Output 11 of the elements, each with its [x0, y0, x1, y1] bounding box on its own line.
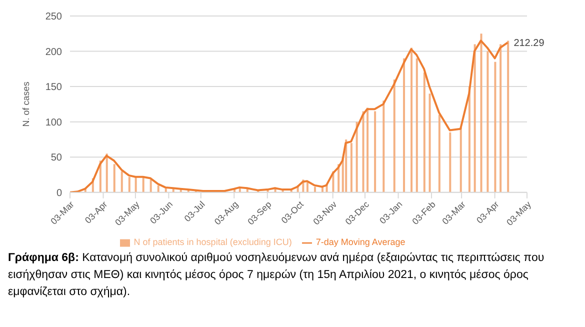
y-tick-label: 250 [45, 12, 62, 23]
y-tick-label: 150 [45, 82, 62, 94]
annotation: 212.29 [514, 38, 545, 50]
text: Γράφημα 6β: Κατανομή συνολικού αριθμού νοσηλευόμενων ανά ημέρα (εξαιρώντας τις περιπτώσεις που εισήχθησαν στις ΜΕΘ) και κινητός μέσος όρος 7 ημερών (τη 15η Απριλίου 2021, ο κινητός μέσος όρος εμφανίζεται στο σχήμα). [8, 252, 544, 298]
y-tick-label: 50 [50, 152, 62, 164]
y-tick-label: 100 [45, 117, 62, 128]
y-tick-label: 0 [56, 188, 62, 199]
legend-label: N of patients in hospital (excluding ICU) [134, 237, 292, 248]
y-axis-title: N. of cases [21, 81, 32, 127]
y-tick-label: 200 [45, 46, 62, 58]
legend-label: 7-day Moving Average [316, 237, 406, 248]
